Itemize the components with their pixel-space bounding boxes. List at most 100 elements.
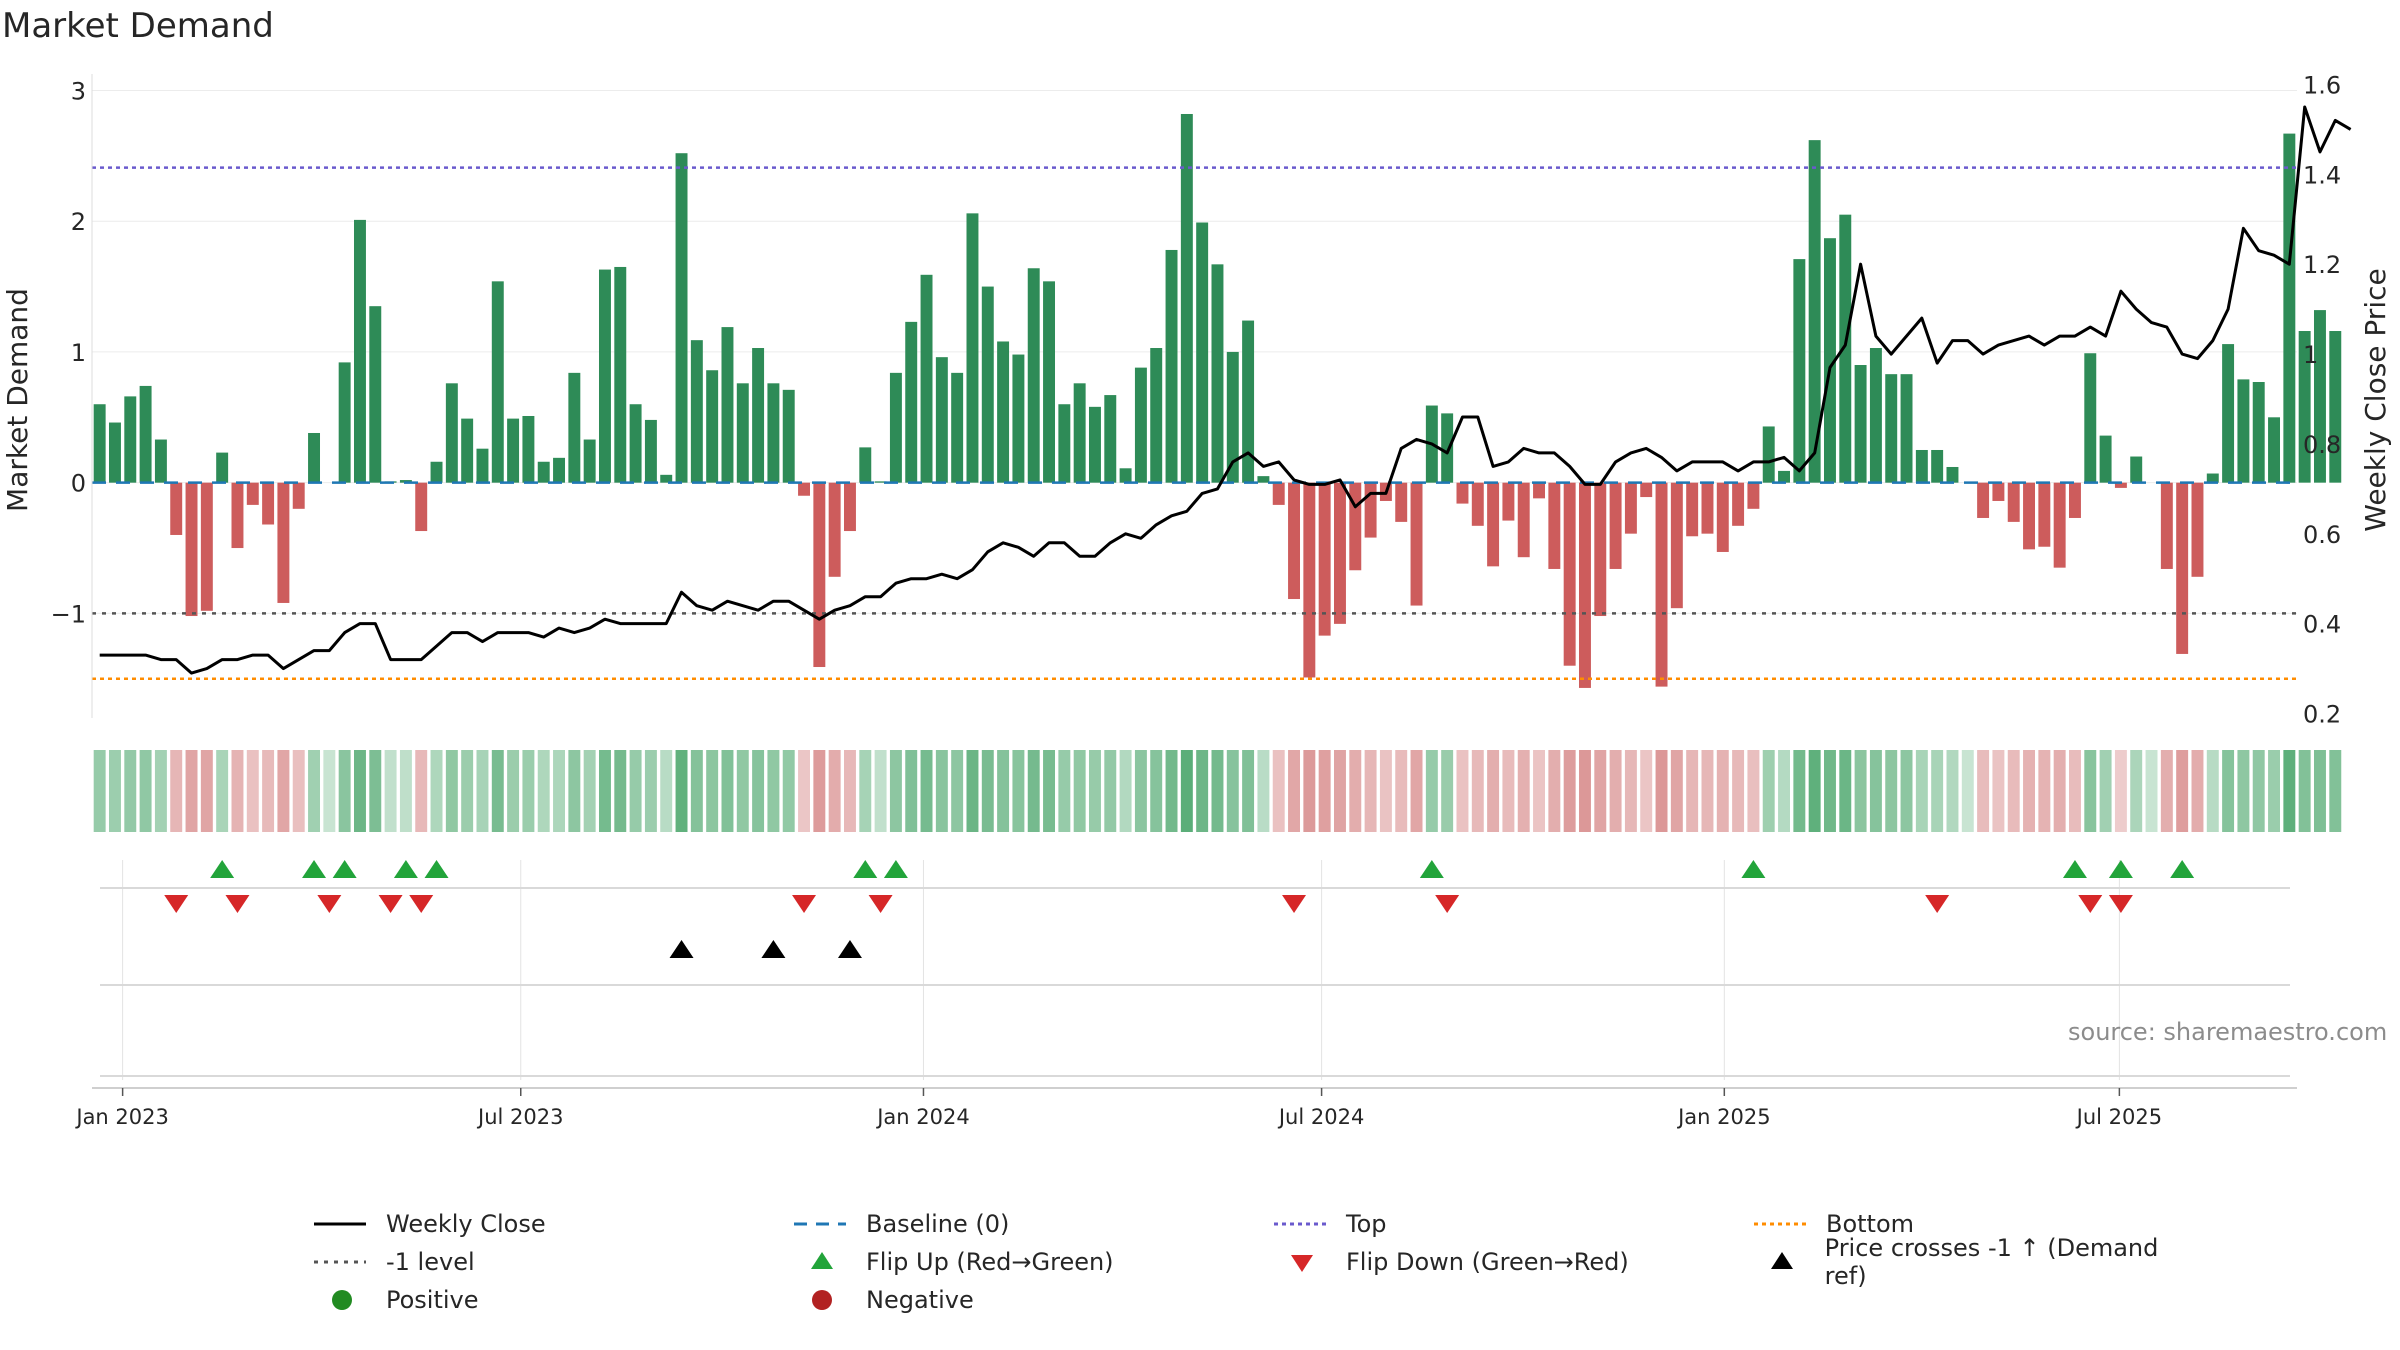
chart-title: Market Demand <box>2 6 274 46</box>
demand-strip-cell <box>1272 750 1285 832</box>
demand-strip-cell <box>369 750 382 832</box>
demand-strip-cell <box>1318 750 1331 832</box>
demand-strip-cell <box>537 750 550 832</box>
flip-up-marker <box>424 860 449 878</box>
positive-demand-bar <box>935 357 948 483</box>
demand-strip-cell <box>1686 750 1699 832</box>
negative-demand-bar <box>277 482 290 603</box>
flip-up-marker <box>302 860 327 878</box>
demand-strip-cell <box>1257 750 1270 832</box>
demand-strip-cell <box>522 750 535 832</box>
positive-demand-bar <box>1762 426 1775 483</box>
demand-strip-cell <box>905 750 918 832</box>
legend-label: Baseline (0) <box>866 1210 1010 1238</box>
positive-demand-bar <box>2130 456 2143 483</box>
y-tick-label: 3 <box>71 77 86 105</box>
positive-demand-bar <box>338 362 351 483</box>
y2-tick-label: 0.6 <box>2303 521 2341 549</box>
demand-strip-cell <box>935 750 948 832</box>
demand-strip-cell <box>170 750 183 832</box>
dot-icon <box>812 1290 832 1310</box>
demand-strip-cell <box>323 750 336 832</box>
positive-demand-bar <box>2329 331 2342 483</box>
demand-strip-cell <box>2130 750 2143 832</box>
demand-strip-cell <box>2268 750 2281 832</box>
positive-demand-bar <box>1900 374 1913 483</box>
x-tick-label: Jan 2025 <box>1676 1105 1771 1129</box>
flip-down-marker <box>225 895 250 913</box>
positive-demand-bar <box>1915 449 1928 483</box>
demand-strip-cell <box>399 750 412 832</box>
demand-strip-cell <box>2222 750 2235 832</box>
positive-demand-bar <box>997 341 1010 483</box>
demand-strip-cell <box>1119 750 1132 832</box>
flip-down-marker <box>792 895 817 913</box>
demand-strip-cell <box>1165 750 1178 832</box>
demand-strip-cell <box>1670 750 1683 832</box>
negative-demand-bar <box>1563 482 1576 666</box>
demand-strip-cell <box>889 750 902 832</box>
y2-axis-title: Weekly Close Price <box>2359 268 2392 531</box>
demand-strip-cell <box>2329 750 2342 832</box>
positive-demand-bar <box>353 219 366 483</box>
negative-demand-bar <box>1747 482 1760 509</box>
demand-strip-cell <box>813 750 826 832</box>
flip-up-marker <box>2062 860 2087 878</box>
demand-strip-cell <box>1043 750 1056 832</box>
demand-strip-cell <box>690 750 703 832</box>
demand-strip-cell <box>308 750 321 832</box>
demand-strip-cell <box>1609 750 1622 832</box>
demand-strip-cell <box>675 750 688 832</box>
positive-demand-bar <box>139 385 152 483</box>
demand-strip-cell <box>2007 750 2020 832</box>
demand-strip-cell <box>828 750 841 832</box>
negative-demand-bar <box>1487 482 1500 567</box>
flip-down-marker <box>1282 895 1307 913</box>
positive-demand-bar <box>491 281 504 483</box>
demand-strip-cell <box>1441 750 1454 832</box>
positive-demand-bar <box>2268 417 2281 483</box>
negative-demand-bar <box>1502 482 1515 521</box>
legend-price-cross: Price crosses -1 ↑ (Demand ref) <box>1740 1234 2200 1290</box>
y2-tick-label: 1.6 <box>2303 71 2341 99</box>
demand-strip-cell <box>1533 750 1546 832</box>
positive-demand-bar <box>629 404 642 483</box>
positive-demand-bar <box>507 418 520 483</box>
y2-tick-label: 1 <box>2303 341 2318 369</box>
demand-strip-cell <box>1701 750 1714 832</box>
negative-demand-bar <box>1288 482 1301 600</box>
positive-demand-bar <box>1854 365 1867 483</box>
legend-label: Price crosses -1 ↑ (Demand ref) <box>1824 1234 2159 1290</box>
negative-demand-bar <box>828 482 841 577</box>
positive-demand-bar <box>583 439 596 483</box>
positive-demand-bar <box>1226 351 1239 483</box>
positive-demand-bar <box>859 447 872 483</box>
positive-demand-bar <box>1931 449 1944 483</box>
demand-strip-cell <box>2145 750 2158 832</box>
negative-demand-bar <box>813 482 826 668</box>
demand-strip-cell <box>1058 750 1071 832</box>
negative-demand-bar <box>1364 482 1377 538</box>
negative-demand-bar <box>2068 482 2081 518</box>
demand-strip-cell <box>997 750 1010 832</box>
demand-strip-cell <box>1655 750 1668 832</box>
demand-strip-cell <box>798 750 811 832</box>
demand-strip-cell <box>1624 750 1637 832</box>
demand-strip-cell <box>1364 750 1377 832</box>
demand-strip-cell <box>1517 750 1530 832</box>
price-cross-marker <box>837 940 862 958</box>
legend-negative: Negative <box>780 1282 974 1318</box>
positive-demand-bar <box>920 274 933 483</box>
positive-demand-bar <box>752 348 765 483</box>
demand-strip-cell <box>2283 750 2296 832</box>
demand-strip-cell <box>629 750 642 832</box>
legend-label: -1 level <box>386 1248 475 1276</box>
demand-strip-cell <box>2023 750 2036 832</box>
demand-strip-cell <box>568 750 581 832</box>
negative-demand-bar <box>1333 482 1346 624</box>
demand-strip-cell <box>843 750 856 832</box>
demand-strip-cell <box>1762 750 1775 832</box>
demand-strip-cell <box>1563 750 1576 832</box>
demand-strip-cell <box>1977 750 1990 832</box>
event-markers <box>164 860 2195 958</box>
